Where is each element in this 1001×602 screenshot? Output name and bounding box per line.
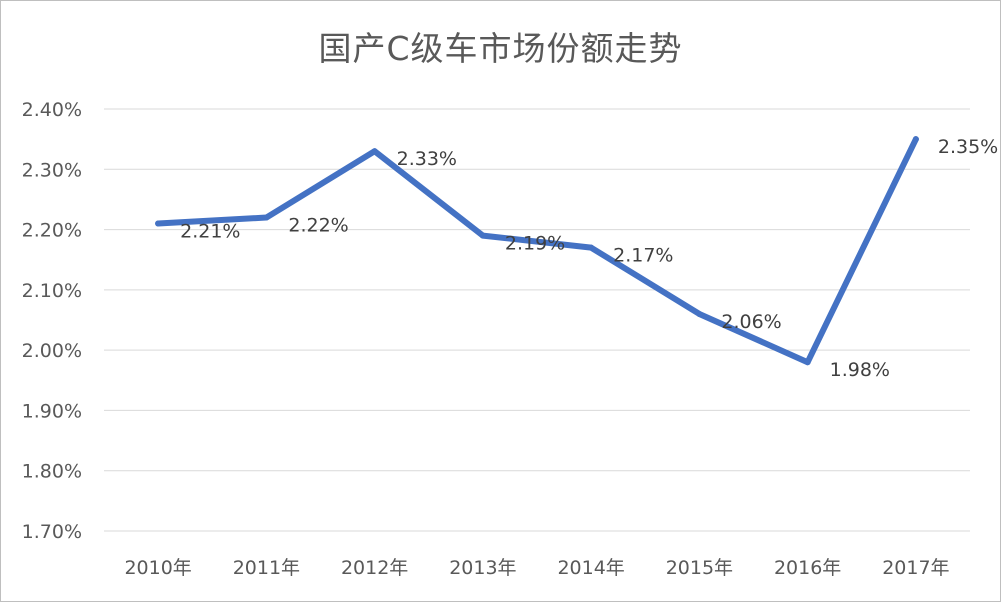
data-label: 2.19%: [505, 233, 565, 255]
y-tick-label: 2.30%: [22, 159, 82, 181]
y-tick-label: 1.70%: [22, 521, 82, 543]
x-tick-label: 2014年: [557, 557, 624, 579]
y-tick-label: 2.20%: [22, 220, 82, 242]
data-label: 2.17%: [613, 245, 673, 267]
data-point: [479, 232, 486, 239]
data-point: [912, 136, 919, 143]
data-label: 1.98%: [830, 359, 890, 381]
data-point: [588, 244, 595, 251]
data-point: [804, 359, 811, 366]
data-label: 2.22%: [288, 215, 348, 237]
y-axis-ticks: 1.70% 1.80% 1.90% 2.00% 2.10% 2.20% 2.30% 2.40%: [22, 99, 82, 543]
x-axis-ticks: 2010年 2011年 2012年 2013年 2014年 2015年 2016年 2017年: [124, 557, 949, 579]
data-point: [155, 220, 162, 227]
chart-title: 国产C级车市场份额走势: [318, 29, 683, 68]
data-label: 2.33%: [397, 148, 457, 170]
x-tick-label: 2011年: [233, 557, 300, 579]
x-tick-label: 2016年: [774, 557, 841, 579]
data-label: 2.35%: [938, 136, 998, 158]
data-labels: 2.21% 2.22% 2.33% 2.19% 2.17% 2.06% 1.98% 2.35%: [180, 136, 998, 381]
x-tick-label: 2015年: [666, 557, 733, 579]
data-label: 2.06%: [721, 311, 781, 333]
y-tick-label: 2.40%: [22, 99, 82, 121]
x-tick-label: 2012年: [341, 557, 408, 579]
series-line: [155, 136, 919, 366]
y-tick-label: 2.10%: [22, 280, 82, 302]
x-tick-label: 2017年: [882, 557, 949, 579]
y-tick-label: 1.80%: [22, 461, 82, 483]
data-point: [263, 214, 270, 221]
y-tick-label: 1.90%: [22, 400, 82, 422]
gridlines: [104, 108, 970, 532]
x-tick-label: 2010年: [124, 557, 191, 579]
x-tick-label: 2013年: [449, 557, 516, 579]
data-label: 2.21%: [180, 221, 240, 243]
data-point: [371, 148, 378, 155]
y-tick-label: 2.00%: [22, 340, 82, 362]
series-group: [155, 136, 919, 366]
data-point: [696, 310, 703, 317]
